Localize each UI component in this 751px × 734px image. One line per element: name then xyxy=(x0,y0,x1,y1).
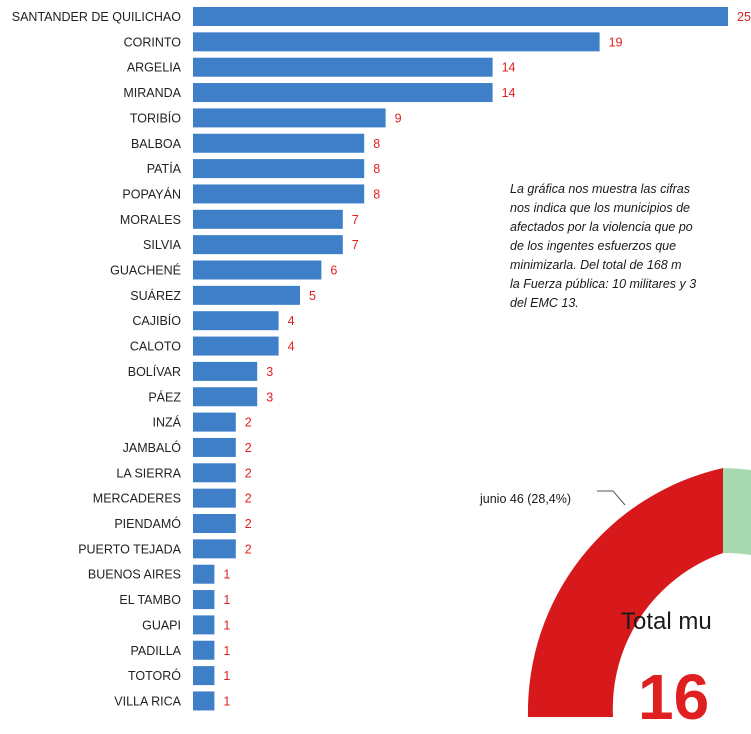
value-label: 8 xyxy=(373,187,380,201)
value-label: 9 xyxy=(395,111,402,125)
category-label: CORINTO xyxy=(124,35,182,49)
category-label: SUÁREZ xyxy=(130,288,181,303)
bar xyxy=(193,336,279,356)
value-label: 2 xyxy=(245,542,252,556)
bar xyxy=(193,184,365,204)
bar xyxy=(193,361,258,381)
bar xyxy=(193,666,215,686)
value-label: 4 xyxy=(288,314,295,328)
category-label: PIENDAMÓ xyxy=(114,516,181,531)
value-label: 1 xyxy=(223,568,230,582)
bar xyxy=(193,488,236,508)
slice-label-june: junio 46 (28,4%) xyxy=(480,492,572,506)
commentary-line: la Fuerza pública: 10 militares y 3 xyxy=(510,277,697,291)
value-label: 8 xyxy=(373,137,380,151)
bar xyxy=(193,514,236,533)
bar xyxy=(193,615,215,635)
category-label: BALBOA xyxy=(131,137,182,151)
bar xyxy=(193,640,215,660)
commentary-line: nos indica que los municipios de xyxy=(510,201,690,215)
value-label: 1 xyxy=(223,644,230,658)
category-label: PUERTO TEJADA xyxy=(78,542,181,556)
category-label: PADILLA xyxy=(131,644,182,658)
bar xyxy=(193,209,343,229)
value-label: 1 xyxy=(223,669,230,683)
commentary-line: minimizarla. Del total de 168 m xyxy=(510,258,682,272)
bar xyxy=(193,437,236,457)
value-label: 4 xyxy=(288,340,295,354)
category-label: INZÁ xyxy=(153,415,182,430)
value-label: 2 xyxy=(245,466,252,480)
donut-center-title: Total mu xyxy=(621,608,712,635)
value-label: 6 xyxy=(330,264,337,278)
category-label: ARGELIA xyxy=(127,61,182,75)
category-label: MERCADERES xyxy=(93,492,181,506)
category-label: TOTORÓ xyxy=(128,668,181,683)
category-label: JAMBALÓ xyxy=(123,440,182,455)
value-label: 7 xyxy=(352,213,359,227)
category-label: TORIBÍO xyxy=(130,110,181,125)
chart-commentary: La gráfica nos muestra las cifras nos in… xyxy=(510,180,751,313)
bar xyxy=(193,159,365,179)
value-label: 2 xyxy=(245,441,252,455)
category-label: GUACHENÉ xyxy=(110,263,181,278)
value-label: 3 xyxy=(266,390,273,404)
bar xyxy=(193,311,279,331)
bar xyxy=(193,57,493,77)
bar xyxy=(193,412,236,432)
value-label: 1 xyxy=(223,593,230,607)
category-label: GUAPI xyxy=(142,618,181,632)
category-label: MORALES xyxy=(120,213,181,227)
category-label: PÁEZ xyxy=(148,389,181,404)
category-label: LA SIERRA xyxy=(116,466,181,480)
category-label: MIRANDA xyxy=(123,86,181,100)
category-label: PATÍA xyxy=(147,161,182,176)
bar xyxy=(193,7,728,26)
value-label: 1 xyxy=(223,694,230,708)
value-label: 2 xyxy=(245,517,252,531)
commentary-line: del EMC 13. xyxy=(510,296,579,310)
category-label: EL TAMBO xyxy=(119,593,181,607)
value-label: 3 xyxy=(266,365,273,379)
value-label: 14 xyxy=(502,86,516,100)
value-label: 19 xyxy=(609,35,623,49)
bar xyxy=(193,108,386,128)
bar xyxy=(193,564,215,584)
bar xyxy=(193,133,365,153)
value-label: 25 xyxy=(737,10,751,24)
bar xyxy=(193,83,493,103)
category-label: BUENOS AIRES xyxy=(88,568,181,582)
bar xyxy=(193,285,300,305)
bar xyxy=(193,590,215,610)
value-label: 8 xyxy=(373,162,380,176)
commentary-line: afectados por la violencia que po xyxy=(510,220,693,234)
bar xyxy=(193,260,322,280)
bar xyxy=(193,32,600,52)
value-label: 2 xyxy=(245,492,252,506)
category-label: CALOTO xyxy=(130,340,181,354)
category-label: SANTANDER DE QUILICHAO xyxy=(12,10,182,24)
bar xyxy=(193,463,236,483)
bar xyxy=(193,387,258,407)
category-label: POPAYÁN xyxy=(122,186,181,201)
commentary-line: La gráfica nos muestra las cifras xyxy=(510,182,690,196)
bar xyxy=(193,235,343,255)
bar xyxy=(193,539,236,559)
category-label: VILLA RICA xyxy=(114,694,181,708)
value-label: 7 xyxy=(352,238,359,252)
value-label: 1 xyxy=(223,618,230,632)
bar xyxy=(193,691,215,711)
category-label: CAJIBÍO xyxy=(132,313,181,328)
donut-center-value: 16 xyxy=(638,661,710,733)
category-label: BOLÍVAR xyxy=(128,364,181,379)
value-label: 5 xyxy=(309,289,316,303)
value-label: 14 xyxy=(502,61,516,75)
commentary-line: de los ingentes esfuerzos que xyxy=(510,239,677,253)
category-label: SILVIA xyxy=(143,238,182,252)
value-label: 2 xyxy=(245,416,252,430)
